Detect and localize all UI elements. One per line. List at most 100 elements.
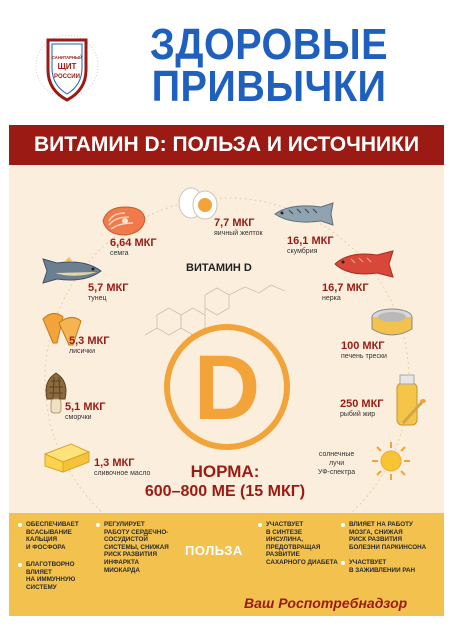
molecule-sketch [144,284,286,336]
benefit-insulin: УЧАСТВУЕТ В СИНТЕЗЕ ИНСУЛИНА, ПРЕДОТВРАЩ… [266,521,338,567]
bullet-icon [96,523,100,527]
benefit-line: ВЛИЯЕТ НА РАБОТУ [349,521,413,528]
sun-line2: лучи [329,460,345,467]
benefit-line: СИСТЕМЫ, СНИЖАЯ [104,543,169,551]
benefit-line: БОЛЕЗНИ ПАРКИНСОНА [349,543,427,551]
source-value: 250 МКГ [340,398,384,410]
sources-panel: D [9,165,444,513]
source-label-morel: 5,1 МКГ сморчки [65,401,105,422]
source-name: нерка [322,295,341,302]
source-label-red-salmon: 16,7 МКГ нерка [322,282,369,303]
source-value: 5,7 МКГ [88,282,129,294]
benefit-line: РАЗВИТИЕ [266,551,300,559]
benefit-immune: БЛАГОТВОРНО ВЛИЯЕТ НА ИММУННУЮ СИСТЕМУ [26,561,75,591]
vitamin-d-label: ВИТАМИН D [186,262,252,274]
benefit-line: БЛАГОТВОРНО [26,561,75,568]
benefit-line: КАЛЬЦИЯ [26,536,58,544]
benefit-line: УЧАСТВУЕТ [349,559,387,566]
benefit-line: СИСТЕМУ [26,583,57,591]
sanitary-shield-logo: САНИТАРНЫЙ ЩИТ РОССИИ [34,30,100,106]
chanterelle-icon [42,313,82,346]
source-name: сморчки [65,414,92,421]
vitamin-d-ring [164,324,290,450]
benefit-line: ВСАСЫВАНИЕ [26,528,72,536]
benefit-line: В СИНТЕЗЕ [266,528,303,536]
fish-oil-icon [396,374,426,426]
benefit-line: ПРЕДОТВРАЩАЯ [266,543,321,551]
logo-line3: РОССИИ [54,74,80,80]
sun-line3: УФ-спектра [318,469,356,476]
norm-block: НОРМА: 600–800 МЕ (15 МКГ) [100,462,350,502]
source-value: 100 МКГ [341,340,385,352]
source-label-tuna: 5,7 МКГ тунец [88,282,128,303]
source-label-salmon: 6,64 МКГ семга [110,237,157,258]
bullet-icon [258,523,262,527]
benefit-line: ВЛИЯЕТ [26,568,52,576]
footer-divider [9,613,444,616]
title-line-1: ЗДОРОВЫЕ [150,20,388,69]
source-value: 16,7 МКГ [322,282,369,294]
benefit-line: УЧАСТВУЕТ [266,521,304,528]
benefit-line: НА ИММУННУЮ [26,576,76,584]
morel-icon [45,372,67,414]
title-line-2: ПРИВЫЧКИ [151,62,387,111]
source-name: рыбий жир [340,411,376,418]
source-label-chanterelle: 5,3 МКГ лисички [69,335,109,356]
source-name: сливочное масло [94,470,151,477]
mackerel-icon [274,202,334,226]
source-value: 6,64 МКГ [110,237,157,249]
egg-icon [178,187,218,220]
bullet-icon [18,523,22,527]
benefit-line: РЕГУЛИРУЕТ [104,521,145,528]
red-salmon-icon [334,250,394,278]
source-label-cod-liver: 100 МКГ печень трески [341,340,387,361]
source-label-egg: 7,7 МКГ яичный желток [214,217,263,238]
bullet-icon [18,563,22,567]
tuna-icon [42,257,102,284]
source-name: печень трески [341,353,387,360]
source-value: 7,7 МКГ [214,217,255,229]
benefit-heart: РЕГУЛИРУЕТ РАБОТУ СЕРДЕЧНО- СОСУДИСТОЙ С… [104,521,169,574]
bullet-icon [341,523,345,527]
sun-icon [372,442,410,480]
source-label-mackerel: 16,1 МКГ скумбрия [287,235,334,256]
source-value: 5,3 МКГ [69,335,110,347]
benefit-line: ИНФАРКТА [104,558,140,566]
butter-icon [43,443,91,473]
subtitle-banner: ВИТАМИН D: ПОЛЬЗА И ИСТОЧНИКИ [9,125,444,165]
sources-illustration: D [44,197,410,513]
source-value: 16,1 МКГ [287,235,334,247]
source-label-sun: солнечные лучи УФ-спектра [318,450,355,477]
source-label-fish-oil: 250 МКГ рыбий жир [340,398,384,419]
logo-line2: ЩИТ [58,62,77,71]
source-name: скумбрия [287,248,318,255]
benefit-line: В ЗАЖИВЛЕНИИ РАН [349,566,416,574]
page-title: ЗДОРОВЫЕ ПРИВЫЧКИ [130,20,409,111]
benefit-line: СОСУДИСТОЙ [104,536,148,544]
bullet-icon [341,561,345,565]
benefit-line: МИОКАРДА [104,566,140,574]
salmon-steak-icon [102,206,146,236]
benefit-calcium: ОБЕСПЕЧИВАЕТ ВСАСЫВАНИЕ КАЛЬЦИЯ И ФОСФОР… [26,521,79,551]
logo-line1: САНИТАРНЫЙ [52,55,82,60]
benefits-title: ПОЛЬЗА [185,543,243,558]
benefit-line: ИНСУЛИНА, [266,536,304,544]
source-name: лисички [69,348,96,355]
source-name: семга [110,250,129,257]
benefit-line: ОБЕСПЕЧИВАЕТ [26,521,79,528]
source-name: яичный желток [214,230,263,237]
benefit-line: РИСК РАЗВИТИЯ [349,536,402,544]
source-label-butter: 1,3 МКГ сливочное масло [94,457,150,478]
norm-value: 600–800 МЕ (15 МКГ) [144,483,306,500]
benefit-line: РАБОТУ СЕРДЕЧНО- [104,528,169,536]
norm-title: НОРМА: [190,462,260,481]
benefit-line: САХАРНОГО ДИАБЕТА [266,558,338,566]
source-value: 1,3 МКГ [94,457,135,469]
benefit-wounds: УЧАСТВУЕТ В ЗАЖИВЛЕНИИ РАН [349,559,415,574]
banner-text: ВИТАМИН D: ПОЛЬЗА И ИСТОЧНИКИ [33,133,420,156]
benefit-line: МОЗГА, СНИЖАЯ [349,528,403,536]
footer-signature: Ваш Роспотребнадзор [244,595,408,611]
source-value: 5,1 МКГ [65,401,106,413]
cod-liver-can-icon [371,308,413,336]
